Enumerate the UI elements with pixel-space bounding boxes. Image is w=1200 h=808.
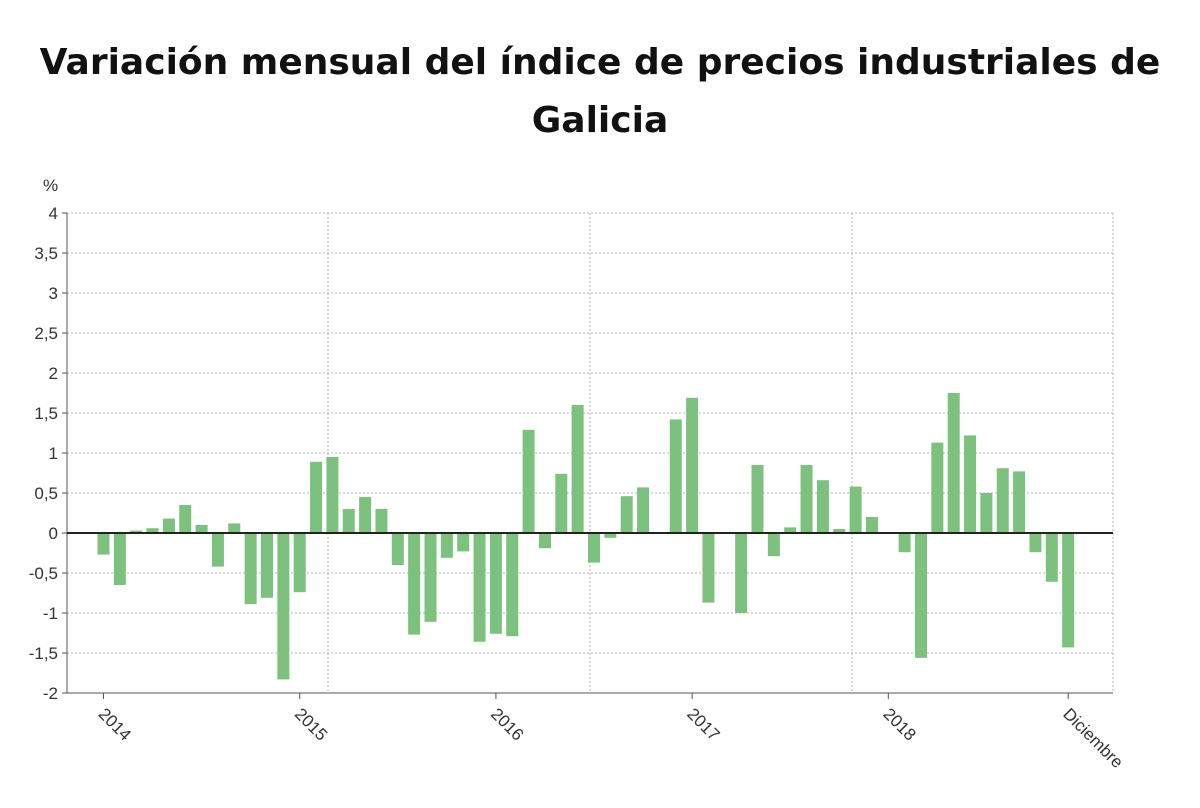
chart-title-line-2: Galicia [531,100,669,141]
y-tick-label: 4 [49,204,58,223]
bar [408,533,421,635]
bar [849,486,862,533]
bar [244,533,257,605]
bar [211,533,224,567]
bar [277,533,290,680]
bar [179,505,192,533]
bar [1045,533,1058,582]
bar [669,419,682,533]
chart-title: Variación mensual del índice de precios … [0,34,1200,150]
x-tick-label: 2014 [95,704,135,744]
x-tick-label: 2017 [683,704,723,744]
bar [865,517,878,533]
chart-title-line-1: Variación mensual del índice de precios … [39,42,1161,83]
bar [637,487,650,533]
bar [931,442,944,533]
bar [359,497,372,533]
bar [261,533,273,598]
bar [686,397,699,533]
bar [538,533,551,549]
bar [130,530,143,533]
bar [947,393,960,533]
bar [1029,533,1042,553]
bar [375,509,388,533]
y-tick-label: 2,5 [34,324,58,343]
bar [113,533,126,585]
y-axis-unit: % [43,176,58,195]
axes [62,212,1113,699]
y-tick-label: 1 [49,444,58,463]
bar [1013,471,1026,533]
bar [964,435,977,533]
bar [162,518,175,533]
bar [980,493,993,533]
bar [489,533,502,634]
bar [342,509,355,533]
bar [996,468,1009,533]
bar [473,533,486,642]
bar [800,465,813,533]
bar [816,480,829,533]
bar [620,496,633,533]
bar [555,473,568,533]
bar [326,457,339,533]
y-tick-label: -2 [43,684,58,703]
bar [571,405,584,533]
y-tick-label: -0,5 [29,564,58,583]
y-tick-label: 1,5 [34,404,58,423]
y-tick-label: 3 [49,284,58,303]
bar [293,533,306,593]
y-tick-label: 3,5 [34,244,58,263]
bar [751,465,764,533]
bar [522,429,535,533]
bar [702,533,715,603]
x-tick-label: 2015 [291,704,331,744]
grid-lines [67,212,1114,694]
bar [588,533,600,563]
bar [146,528,159,533]
x-tick-label: 2016 [487,704,527,744]
bar [391,533,404,565]
bar [898,533,911,553]
y-tick-label: 2 [49,364,58,383]
bar [915,533,927,658]
bar [767,533,780,557]
bar [1062,533,1075,648]
bar [440,533,453,558]
bar [195,525,208,533]
bar [784,527,797,533]
y-tick-label: 0,5 [34,484,58,503]
y-tick-label: -1 [43,604,58,623]
x-tick-label: 2018 [879,704,919,744]
bar [506,533,519,637]
bar [457,533,470,552]
bar [604,533,617,538]
bar [310,461,323,533]
bar [424,533,437,622]
bar [97,533,110,555]
bar [833,529,846,533]
x-tick-label: Diciembre [1059,704,1127,772]
bar [228,523,241,533]
bars [97,393,1075,680]
y-tick-label: -1,5 [29,644,58,663]
bar [735,533,748,613]
y-tick-label: 0 [49,524,58,543]
